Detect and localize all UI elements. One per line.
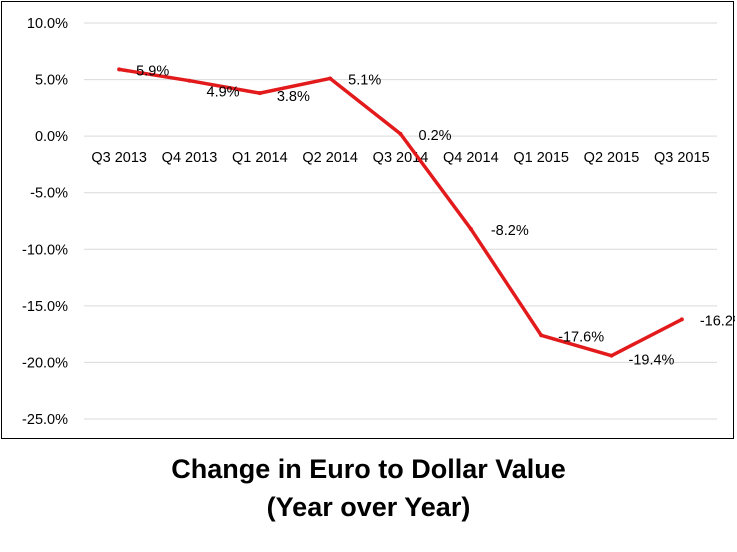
data-point bbox=[468, 226, 473, 231]
data-label: 0.2% bbox=[419, 128, 452, 144]
y-tick-label: -10.0% bbox=[22, 242, 68, 258]
x-tick-label: Q4 2014 bbox=[443, 150, 499, 166]
x-tick-label: Q4 2013 bbox=[162, 150, 218, 166]
data-point bbox=[539, 333, 544, 338]
chart-caption: Change in Euro to Dollar Value (Year ove… bbox=[0, 450, 737, 526]
y-tick-label: -20.0% bbox=[22, 355, 68, 371]
data-label: 4.9% bbox=[207, 85, 240, 101]
y-tick-label: 0.0% bbox=[35, 129, 68, 145]
y-tick-label: 5.0% bbox=[35, 73, 68, 89]
x-tick-label: Q1 2014 bbox=[232, 150, 288, 166]
data-label: -8.2% bbox=[491, 223, 529, 239]
data-point bbox=[117, 67, 122, 72]
y-tick-label: -15.0% bbox=[22, 299, 68, 315]
data-point bbox=[328, 76, 333, 81]
x-tick-label: Q2 2015 bbox=[584, 150, 640, 166]
line-chart: 10.0% 5.0% 0.0% -5.0% -10.0% -15.0% -20.0% -25.… bbox=[22, 16, 735, 428]
data-point bbox=[679, 317, 684, 322]
x-tick-label: Q2 2014 bbox=[302, 150, 358, 166]
data-point bbox=[609, 353, 614, 358]
data-point bbox=[257, 91, 262, 96]
y-axis-tick-labels: 10.0% 5.0% 0.0% -5.0% -10.0% -15.0% -20.0% -25.… bbox=[22, 16, 68, 428]
series-line-path bbox=[117, 67, 684, 358]
gridlines bbox=[84, 22, 717, 420]
data-label: 5.9% bbox=[136, 63, 169, 79]
chart-area: 10.0% 5.0% 0.0% -5.0% -10.0% -15.0% -20.0% -25.… bbox=[1, 1, 735, 439]
x-tick-label: Q1 2015 bbox=[513, 150, 569, 166]
y-tick-label: -25.0% bbox=[22, 412, 68, 428]
data-label: -17.6% bbox=[558, 329, 604, 345]
data-point bbox=[187, 78, 192, 83]
data-label: -16.2% bbox=[700, 313, 735, 329]
y-tick-label: -5.0% bbox=[30, 186, 68, 202]
data-point bbox=[398, 131, 403, 136]
series-line bbox=[117, 67, 684, 358]
x-tick-label: Q3 2013 bbox=[91, 150, 147, 166]
chart-subtitle: (Year over Year) bbox=[266, 492, 471, 522]
x-tick-label: Q3 2015 bbox=[654, 150, 710, 166]
data-label: 3.8% bbox=[277, 89, 310, 105]
data-labels: 5.9% 4.9% 3.8% 5.1% 0.2% -8.2% -17.6% -19.4% -16… bbox=[136, 63, 735, 368]
y-tick-label: 10.0% bbox=[27, 16, 68, 32]
chart-title: Change in Euro to Dollar Value bbox=[171, 454, 566, 484]
data-label: -19.4% bbox=[629, 353, 675, 369]
data-label: 5.1% bbox=[348, 72, 381, 88]
x-axis-tick-labels: Q3 2013 Q4 2013 Q1 2014 Q2 2014 Q3 2014 Q4 20… bbox=[91, 150, 709, 166]
